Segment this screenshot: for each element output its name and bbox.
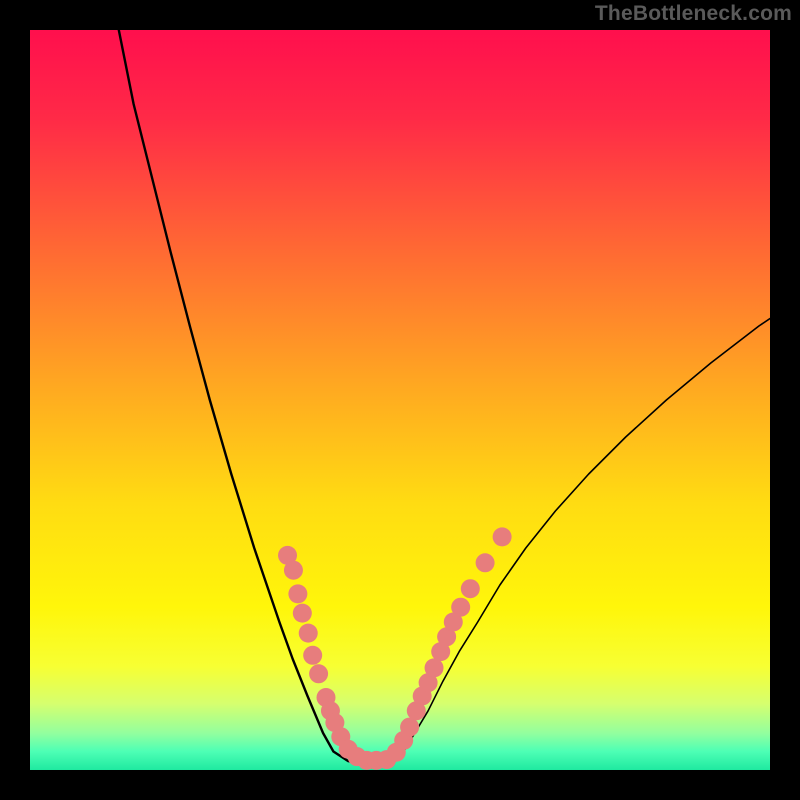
marker-left [303, 646, 322, 665]
bottleneck-chart [0, 0, 800, 800]
marker-left [309, 664, 328, 683]
watermark-text: TheBottleneck.com [595, 2, 792, 26]
marker-left [284, 561, 303, 580]
marker-right [493, 527, 512, 546]
marker-right [400, 718, 419, 737]
marker-right [451, 598, 470, 617]
marker-left [288, 584, 307, 603]
marker-left [293, 604, 312, 623]
gradient-background [30, 30, 770, 770]
marker-right [425, 658, 444, 677]
marker-right [476, 553, 495, 572]
marker-left [299, 624, 318, 643]
chart-root: TheBottleneck.com [0, 0, 800, 800]
marker-right [461, 579, 480, 598]
